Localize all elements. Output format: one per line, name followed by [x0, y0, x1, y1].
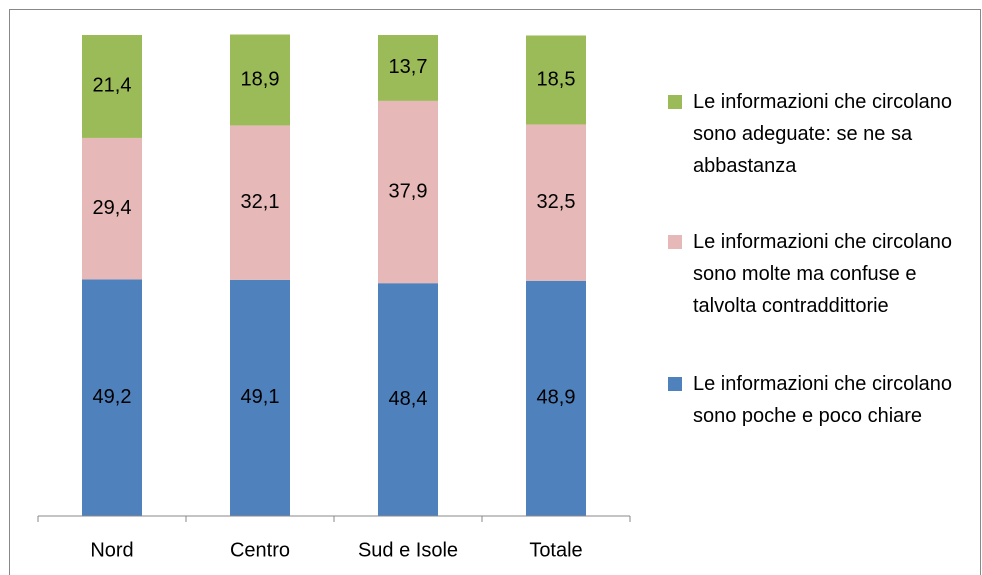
data-label: 48,9 — [537, 387, 576, 409]
legend-label: Le informazioni che circolano sono adegu… — [693, 91, 953, 177]
data-label: 48,4 — [389, 388, 428, 410]
legend-label: Le informazioni che circolano sono molte… — [693, 231, 953, 317]
chart-border — [9, 9, 981, 575]
legend-swatch — [668, 95, 682, 109]
bar-segment — [82, 279, 142, 516]
data-label: 29,4 — [93, 197, 132, 219]
x-tick-label: Totale — [529, 539, 582, 561]
data-label: 49,1 — [241, 386, 280, 408]
bar-segment — [526, 280, 586, 516]
bar-segment — [378, 283, 438, 516]
bar-segment — [82, 137, 142, 280]
x-tick-label: Nord — [90, 539, 133, 561]
legend-swatch — [668, 235, 682, 249]
bar-segment — [526, 35, 586, 125]
data-label: 21,4 — [93, 75, 132, 97]
bar-segment — [82, 35, 142, 138]
data-label: 18,9 — [241, 68, 280, 90]
legend-item: Le informazioni che circolano sono poche… — [668, 368, 973, 432]
legend-swatch — [668, 377, 682, 391]
data-label: 32,5 — [537, 191, 576, 213]
legend-item: Le informazioni che circolano sono molte… — [668, 226, 973, 322]
data-label: 37,9 — [389, 180, 428, 202]
data-label: 13,7 — [389, 56, 428, 78]
legend-label: Le informazioni che circolano sono poche… — [693, 373, 953, 427]
bar-segment — [378, 100, 438, 284]
x-tick-label: Centro — [230, 539, 290, 561]
legend-item: Le informazioni che circolano sono adegu… — [668, 86, 973, 182]
bar-segment — [230, 279, 290, 516]
bar-segment — [230, 125, 290, 280]
data-label: 32,1 — [241, 191, 280, 213]
data-label: 18,5 — [537, 68, 576, 90]
bar-segment — [230, 34, 290, 126]
bar-segment — [526, 124, 586, 281]
bar-segment — [378, 35, 438, 101]
data-label: 49,2 — [93, 386, 132, 408]
x-tick-label: Sud e Isole — [358, 539, 458, 561]
